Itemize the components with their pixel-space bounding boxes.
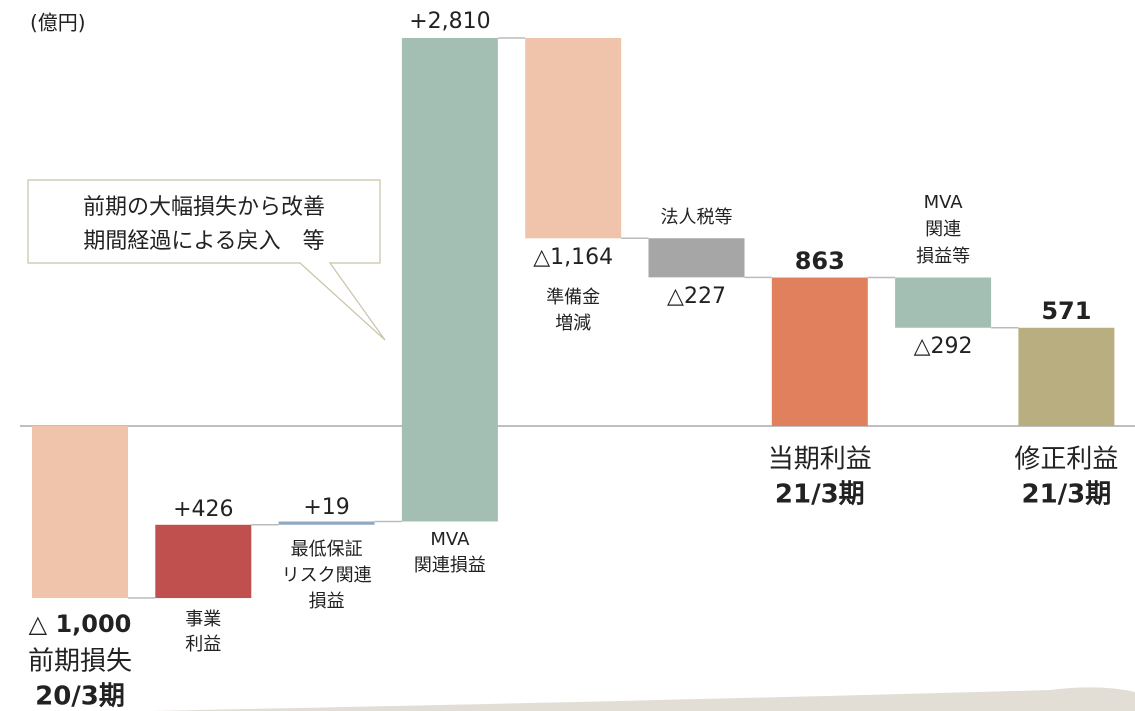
bar [525,38,622,239]
value-label: △ 1,000 [29,610,132,638]
category-label: 準備金 [546,287,600,308]
bar [278,521,375,525]
category-label: 関連 [925,219,961,240]
bar [1018,327,1115,426]
value-label: △1,164 [533,245,613,270]
bar [771,277,868,426]
value-label: +426 [173,497,233,522]
bar [401,38,498,522]
category-label: リスク関連 [282,565,372,586]
bar [648,238,745,278]
value-label: +2,810 [409,9,490,34]
category-label: MVA [430,529,470,550]
category-label: 前期損失 [28,647,132,677]
category-label: 20/3期 [35,682,125,711]
category-label: 損益等 [916,246,970,267]
value-label: +19 [303,495,349,520]
category-label: 当期利益 [768,445,872,475]
category-label: 損益 [309,591,345,612]
value-label: △227 [667,284,726,309]
category-label: 利益 [185,634,221,655]
annotation: 前期の大幅損失から改善 [83,195,325,220]
bar [155,524,252,599]
category-label: 修正利益 [1014,445,1118,475]
value-label: 571 [1041,297,1091,325]
value-label: 863 [795,247,845,275]
category-label: 増減 [555,313,591,334]
annotation: 期間経過による戻入 等 [83,229,324,254]
category-label: 最低保証 [291,539,363,560]
callout-box [27,179,386,341]
category-label: MVA [924,192,964,213]
bar [32,426,128,599]
value-label: △292 [914,334,973,359]
category-label: 21/3期 [1022,480,1112,510]
unit-label: (億円) [30,11,86,35]
category-label: 事業 [185,609,221,630]
bar [895,277,992,328]
decor-swoosh [150,687,1135,711]
category-label: 21/3期 [775,480,865,510]
category-label: 法人税等 [661,207,733,228]
category-label: 関連損益 [414,555,486,576]
